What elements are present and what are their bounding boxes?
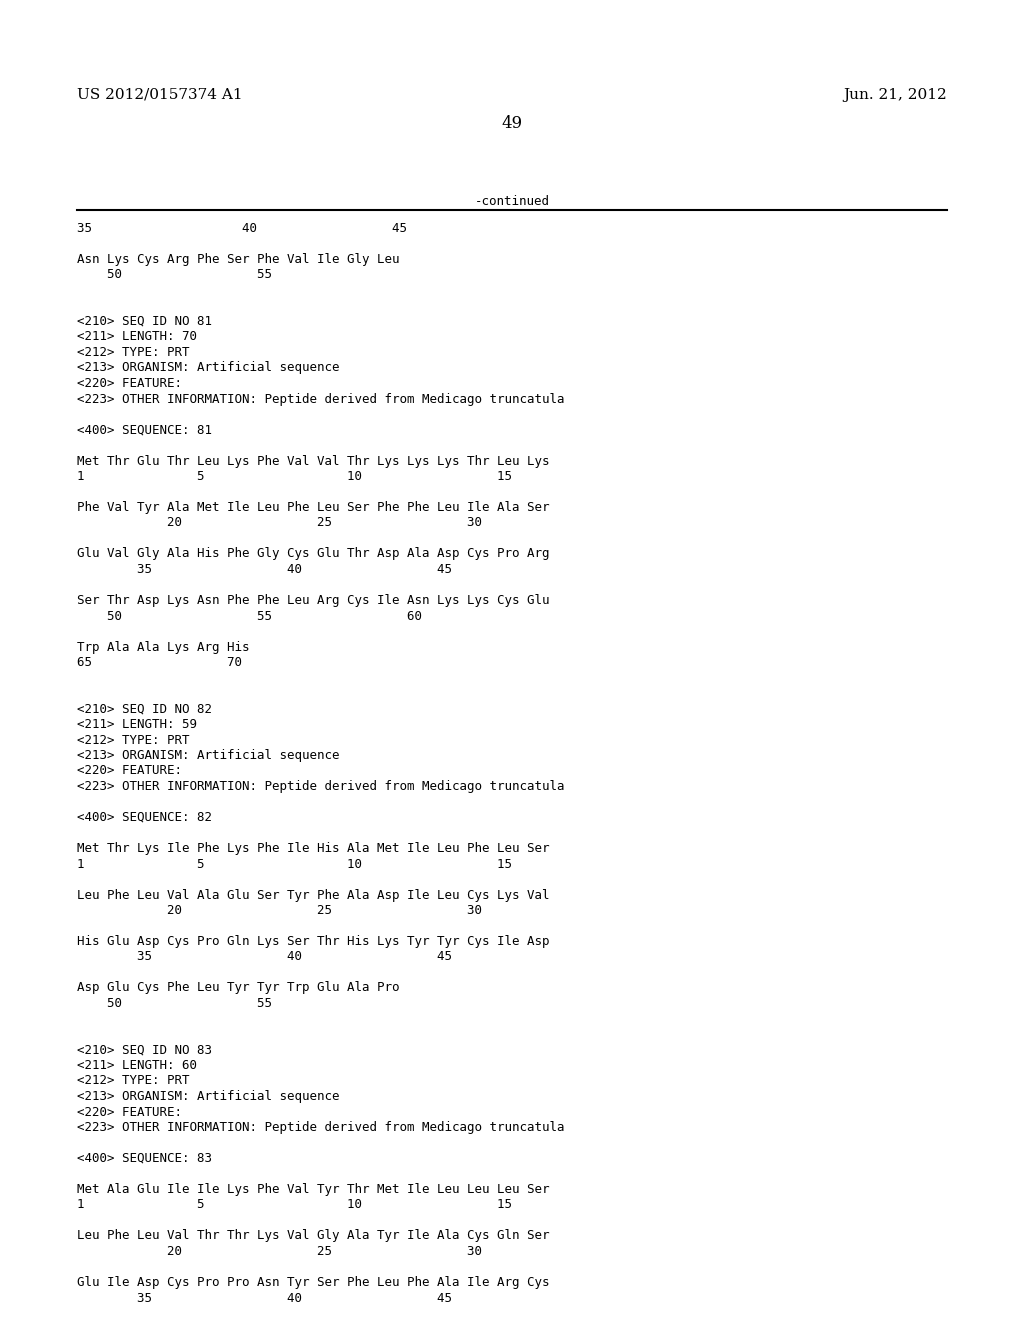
Text: <223> OTHER INFORMATION: Peptide derived from Medicago truncatula: <223> OTHER INFORMATION: Peptide derived…: [77, 780, 564, 793]
Text: <220> FEATURE:: <220> FEATURE:: [77, 1106, 182, 1118]
Text: Leu Phe Leu Val Ala Glu Ser Tyr Phe Ala Asp Ile Leu Cys Lys Val: Leu Phe Leu Val Ala Glu Ser Tyr Phe Ala …: [77, 888, 549, 902]
Text: Leu Phe Leu Val Thr Thr Lys Val Gly Ala Tyr Ile Ala Cys Gln Ser: Leu Phe Leu Val Thr Thr Lys Val Gly Ala …: [77, 1229, 549, 1242]
Text: <212> TYPE: PRT: <212> TYPE: PRT: [77, 1074, 189, 1088]
Text: 1               5                   10                  15: 1 5 10 15: [77, 858, 512, 870]
Text: <400> SEQUENCE: 82: <400> SEQUENCE: 82: [77, 810, 212, 824]
Text: Asp Glu Cys Phe Leu Tyr Tyr Trp Glu Ala Pro: Asp Glu Cys Phe Leu Tyr Tyr Trp Glu Ala …: [77, 982, 399, 994]
Text: Glu Val Gly Ala His Phe Gly Cys Glu Thr Asp Ala Asp Cys Pro Arg: Glu Val Gly Ala His Phe Gly Cys Glu Thr …: [77, 548, 549, 561]
Text: His Glu Asp Cys Pro Gln Lys Ser Thr His Lys Tyr Tyr Cys Ile Asp: His Glu Asp Cys Pro Gln Lys Ser Thr His …: [77, 935, 549, 948]
Text: Met Ala Glu Ile Ile Lys Phe Val Tyr Thr Met Ile Leu Leu Leu Ser: Met Ala Glu Ile Ile Lys Phe Val Tyr Thr …: [77, 1183, 549, 1196]
Text: 35                  40                  45: 35 40 45: [77, 950, 452, 964]
Text: 50                  55: 50 55: [77, 268, 271, 281]
Text: Met Thr Lys Ile Phe Lys Phe Ile His Ala Met Ile Leu Phe Leu Ser: Met Thr Lys Ile Phe Lys Phe Ile His Ala …: [77, 842, 549, 855]
Text: <220> FEATURE:: <220> FEATURE:: [77, 378, 182, 389]
Text: 1               5                   10                  15: 1 5 10 15: [77, 470, 512, 483]
Text: 65                  70: 65 70: [77, 656, 242, 669]
Text: Asn Lys Cys Arg Phe Ser Phe Val Ile Gly Leu: Asn Lys Cys Arg Phe Ser Phe Val Ile Gly …: [77, 253, 399, 267]
Text: Phe Val Tyr Ala Met Ile Leu Phe Leu Ser Phe Phe Leu Ile Ala Ser: Phe Val Tyr Ala Met Ile Leu Phe Leu Ser …: [77, 502, 549, 513]
Text: <211> LENGTH: 60: <211> LENGTH: 60: [77, 1059, 197, 1072]
Text: <223> OTHER INFORMATION: Peptide derived from Medicago truncatula: <223> OTHER INFORMATION: Peptide derived…: [77, 392, 564, 405]
Text: <211> LENGTH: 59: <211> LENGTH: 59: [77, 718, 197, 731]
Text: 20                  25                  30: 20 25 30: [77, 1245, 482, 1258]
Text: 50                  55: 50 55: [77, 997, 271, 1010]
Text: <210> SEQ ID NO 82: <210> SEQ ID NO 82: [77, 702, 212, 715]
Text: Glu Ile Asp Cys Pro Pro Asn Tyr Ser Phe Leu Phe Ala Ile Arg Cys: Glu Ile Asp Cys Pro Pro Asn Tyr Ser Phe …: [77, 1276, 549, 1290]
Text: <212> TYPE: PRT: <212> TYPE: PRT: [77, 346, 189, 359]
Text: US 2012/0157374 A1: US 2012/0157374 A1: [77, 88, 243, 102]
Text: 20                  25                  30: 20 25 30: [77, 516, 482, 529]
Text: Trp Ala Ala Lys Arg His: Trp Ala Ala Lys Arg His: [77, 640, 249, 653]
Text: <210> SEQ ID NO 81: <210> SEQ ID NO 81: [77, 315, 212, 327]
Text: 49: 49: [502, 115, 522, 132]
Text: 50                  55                  60: 50 55 60: [77, 610, 422, 623]
Text: <211> LENGTH: 70: <211> LENGTH: 70: [77, 330, 197, 343]
Text: Met Thr Glu Thr Leu Lys Phe Val Val Thr Lys Lys Lys Thr Leu Lys: Met Thr Glu Thr Leu Lys Phe Val Val Thr …: [77, 454, 549, 467]
Text: 35                  40                  45: 35 40 45: [77, 1291, 452, 1304]
Text: 20                  25                  30: 20 25 30: [77, 904, 482, 917]
Text: <213> ORGANISM: Artificial sequence: <213> ORGANISM: Artificial sequence: [77, 362, 339, 375]
Text: 35                    40                  45: 35 40 45: [77, 222, 407, 235]
Text: Jun. 21, 2012: Jun. 21, 2012: [844, 88, 947, 102]
Text: 1               5                   10                  15: 1 5 10 15: [77, 1199, 512, 1212]
Text: <213> ORGANISM: Artificial sequence: <213> ORGANISM: Artificial sequence: [77, 1090, 339, 1104]
Text: <212> TYPE: PRT: <212> TYPE: PRT: [77, 734, 189, 747]
Text: Ser Thr Asp Lys Asn Phe Phe Leu Arg Cys Ile Asn Lys Lys Cys Glu: Ser Thr Asp Lys Asn Phe Phe Leu Arg Cys …: [77, 594, 549, 607]
Text: <400> SEQUENCE: 83: <400> SEQUENCE: 83: [77, 1152, 212, 1166]
Text: <223> OTHER INFORMATION: Peptide derived from Medicago truncatula: <223> OTHER INFORMATION: Peptide derived…: [77, 1121, 564, 1134]
Text: <210> SEQ ID NO 83: <210> SEQ ID NO 83: [77, 1044, 212, 1056]
Text: <213> ORGANISM: Artificial sequence: <213> ORGANISM: Artificial sequence: [77, 748, 339, 762]
Text: <220> FEATURE:: <220> FEATURE:: [77, 764, 182, 777]
Text: -continued: -continued: [474, 195, 550, 209]
Text: <400> SEQUENCE: 81: <400> SEQUENCE: 81: [77, 424, 212, 437]
Text: 35                  40                  45: 35 40 45: [77, 564, 452, 576]
